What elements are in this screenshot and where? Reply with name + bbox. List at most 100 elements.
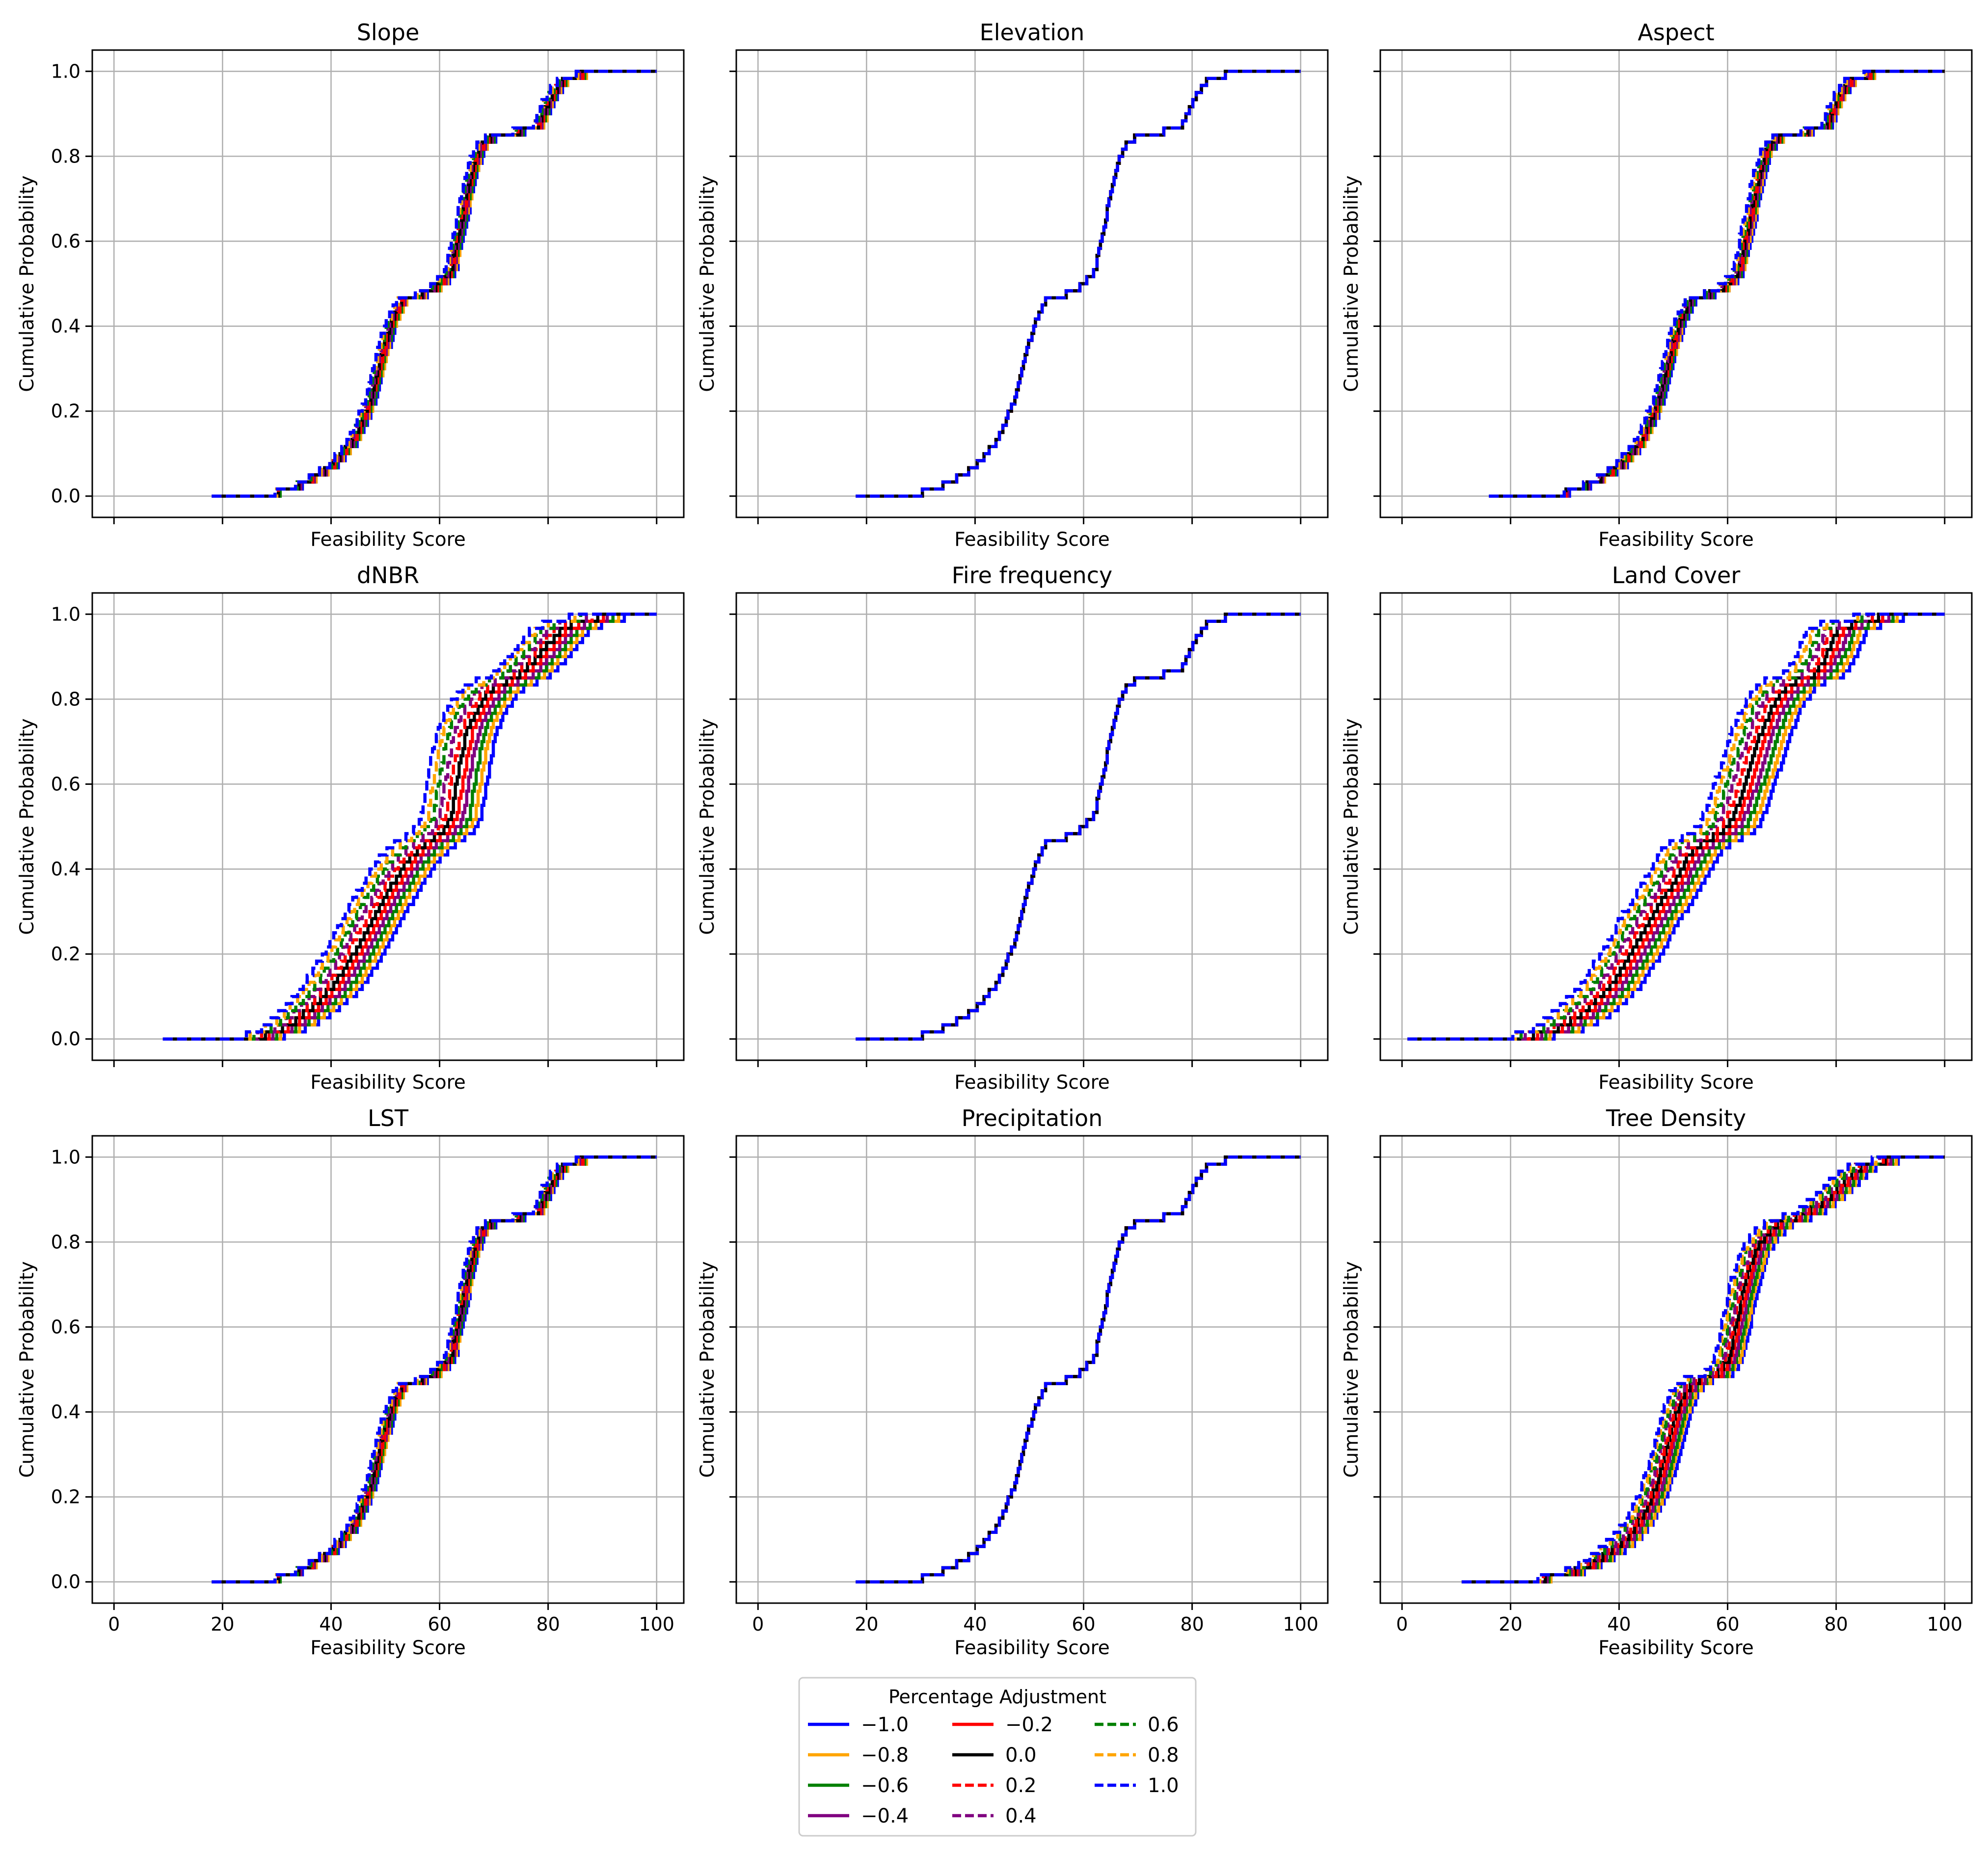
series-line-0-2 [1407,613,1945,1041]
ticks: 0.0 0.2 0.4 0.6 0.8 1.0 [51,60,658,524]
series-line-0-4 [1407,613,1945,1041]
y-tick-label: 0.2 [51,1486,81,1508]
x-axis-label: Feasibility Score [310,529,466,551]
series-line-1-0 [1407,613,1945,1041]
y-tick-label: 0.4 [51,316,81,337]
series-line-0-0 [1489,70,1945,498]
series-group [1461,1155,1945,1583]
series-line-0-8 [856,1155,1301,1583]
series-line-neg-0-8 [1461,1155,1945,1583]
legend-item: 1.0 [1095,1774,1179,1797]
y-tick-label: 0.4 [51,858,81,880]
series-line-neg-0-8 [856,1155,1301,1583]
gridlines [736,1136,1328,1603]
series-line-0-4 [856,70,1301,498]
panel-title: Slope [357,19,420,46]
series-line-neg-0-6 [856,70,1301,498]
series-line-neg-0-2 [856,70,1301,498]
y-tick-label: 1.0 [51,603,81,625]
x-tick-label: 80 [1180,1613,1204,1635]
series-line-neg-0-2 [162,613,657,1041]
y-tick-label: 0.0 [51,1571,81,1593]
legend-item: −0.6 [808,1774,909,1797]
series-line-0-8 [856,613,1301,1041]
series-line-0-2 [1489,70,1945,498]
series-line-0-2 [856,70,1301,498]
x-tick-label: 60 [428,1613,451,1635]
series-line-0-4 [1461,1155,1945,1583]
ticks [1373,613,1946,1067]
series-line-0-2 [162,613,657,1041]
ticks [1373,70,1946,524]
series-line-neg-0-2 [1489,70,1945,498]
y-tick-label: 0.0 [51,485,81,507]
series-line-neg-0-6 [162,613,657,1041]
series-line-0-6 [856,613,1301,1041]
legend-item: 0.2 [952,1774,1037,1797]
series-line-neg-1-0 [1489,70,1945,498]
legend-label: −0.2 [1005,1714,1053,1736]
gridlines [92,50,684,517]
y-tick-label: 0.2 [51,401,81,422]
panel-title: dNBR [357,562,419,589]
series-line-0-6 [1407,613,1945,1041]
y-tick-label: 0.6 [51,230,81,252]
series-line-neg-0-4 [1489,70,1945,498]
legend-label: 0.6 [1148,1714,1179,1736]
y-tick-label: 1.0 [51,60,81,82]
series-line-neg-1-0 [1461,1155,1945,1583]
series-line-neg-0-4 [162,613,657,1041]
panel-lst: 0 20 40 60 80 100 0.0 0.2 0.4 0.6 0.8 1.0 LST Feasibi… [16,1105,685,1659]
x-tick-label: 20 [855,1613,878,1635]
legend-item: −0.8 [808,1744,909,1767]
x-tick-label: 40 [319,1613,343,1635]
series-line-0-8 [1461,1155,1945,1583]
series-line-0-4 [856,613,1301,1041]
legend-title: Percentage Adjustment [888,1686,1106,1708]
series-group [856,613,1301,1041]
axes-frame [735,1135,1329,1604]
series-line-0-0 [162,613,657,1041]
panel-elevation: Elevation Feasibility Score Cumulative Pro… [697,19,1329,551]
x-tick-label: 60 [1072,1613,1095,1635]
series-line-1-0 [856,70,1301,498]
series-line-neg-0-4 [856,70,1301,498]
axes-frame [91,592,685,1061]
x-tick-label: 40 [963,1613,987,1635]
axes-frame [1379,49,1973,518]
series-line-0-2 [856,1155,1301,1583]
axes-frame [91,1135,685,1604]
series-line-0-8 [1489,70,1945,498]
legend-item: −1.0 [808,1714,909,1736]
axes-frame [1379,592,1973,1061]
x-tick-label: 100 [1927,1613,1962,1635]
x-tick-label: 20 [211,1613,234,1635]
series-group [212,70,657,498]
series-line-0-4 [856,1155,1301,1583]
series-line-neg-0-6 [856,1155,1301,1583]
series-line-1-0 [212,70,657,498]
legend-item: 0.0 [952,1744,1037,1767]
series-line-0-0 [856,613,1301,1041]
series-line-0-8 [856,70,1301,498]
panel-title: Fire frequency [952,562,1112,589]
ticks [729,613,1302,1067]
gridlines [92,593,684,1060]
series-line-neg-0-4 [856,613,1301,1041]
y-axis-label: Cumulative Probability [16,718,38,935]
x-tick-label: 80 [536,1613,560,1635]
series-line-neg-0-4 [856,1155,1301,1583]
series-group [856,1155,1301,1583]
legend-label: −0.8 [861,1744,909,1767]
series-line-1-0 [1461,1155,1945,1583]
series-group [162,613,657,1041]
y-axis-label: Cumulative Probability [1341,175,1363,392]
series-line-neg-0-2 [856,1155,1301,1583]
y-axis-label: Cumulative Probability [16,175,38,392]
series-line-neg-0-6 [1489,70,1945,498]
y-tick-label: 1.0 [51,1146,81,1168]
y-axis-label: Cumulative Probability [697,1261,719,1477]
x-tick-label: 0 [108,1613,120,1635]
gridlines [1380,50,1972,517]
series-group [1407,613,1945,1041]
